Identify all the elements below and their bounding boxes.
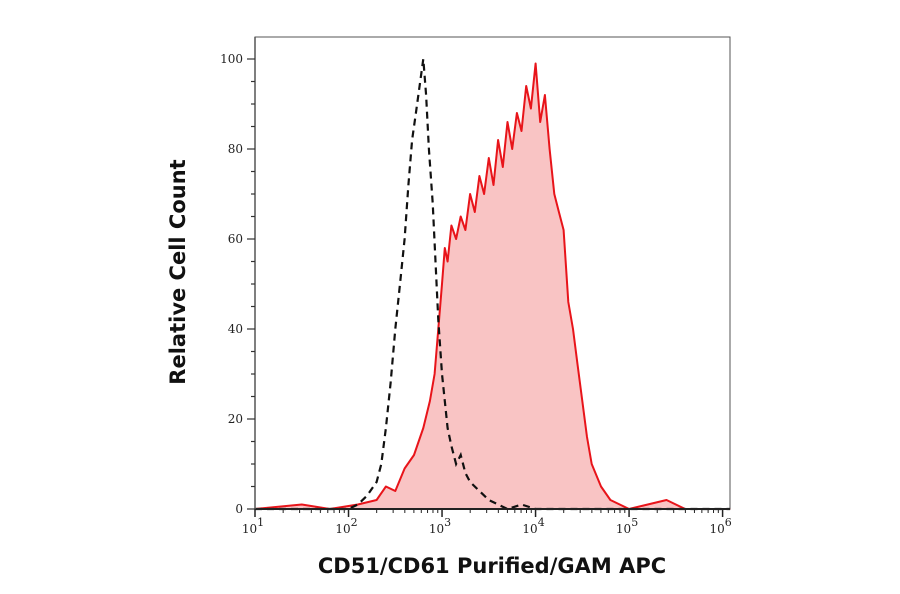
y-tick-label: 20 — [228, 412, 243, 426]
y-tick-label: 0 — [235, 502, 243, 516]
series-line-1 — [255, 58, 731, 511]
x-tick-label: 105 — [616, 516, 638, 536]
y-tick-label: 60 — [228, 232, 243, 246]
x-axis-label: CD51/CD61 Purified/GAM APC — [317, 554, 667, 578]
x-tick-label: 101 — [242, 516, 264, 536]
x-tick-label: 103 — [429, 516, 451, 536]
y-axis-label: Relative Cell Count — [166, 159, 190, 385]
x-tick-label: 104 — [522, 516, 544, 536]
y-tick-label: 40 — [228, 322, 243, 336]
y-tick-label: 100 — [220, 52, 243, 66]
y-tick-label: 80 — [228, 142, 243, 156]
series-line-0 — [254, 62, 731, 510]
x-tick-label: 106 — [709, 516, 731, 536]
x-tick-label: 102 — [335, 516, 357, 536]
series-fill-0 — [255, 63, 731, 509]
